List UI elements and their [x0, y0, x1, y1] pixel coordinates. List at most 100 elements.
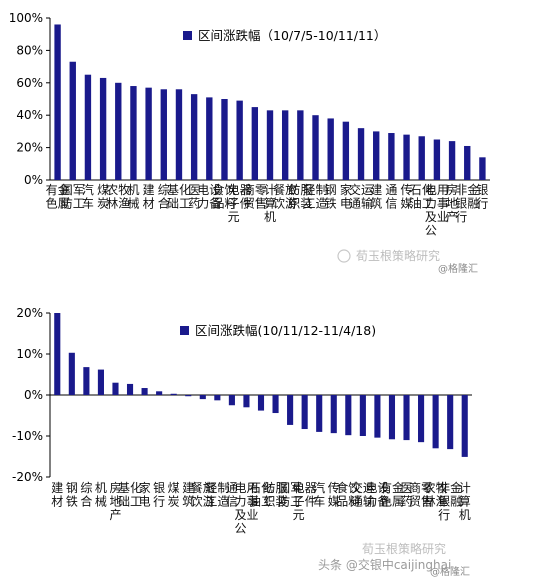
category-label-char: 饮	[273, 197, 285, 211]
category-label-char: 工	[261, 495, 273, 509]
watermark-top-brand: 荀玉根策略研究	[356, 248, 440, 263]
category-label-char: 石	[249, 481, 261, 495]
category-label-char: 商	[243, 182, 255, 197]
category-label-char: 事	[246, 495, 258, 509]
category-label-char: 运	[363, 481, 375, 495]
category-label-char: 交	[351, 480, 363, 495]
category-label-char: 元	[293, 508, 305, 522]
category-label-char: 工	[205, 495, 217, 509]
bar	[433, 139, 441, 180]
category-label-char: 材	[51, 495, 63, 509]
bar	[243, 395, 250, 408]
category-label-char: 有	[380, 481, 392, 495]
bar	[374, 395, 381, 438]
category-label: 医药	[188, 183, 200, 211]
category-label-char: 石	[410, 183, 422, 197]
category-label-char: 贸	[243, 197, 255, 211]
category-label: 计算机	[459, 481, 471, 522]
category-label-char: 家	[139, 480, 151, 495]
category-label-char: 件	[240, 197, 252, 211]
category-label-char: 械	[95, 494, 107, 509]
category-label-char: 合	[80, 494, 92, 509]
bar	[206, 97, 213, 180]
category-label-char: 钢	[325, 183, 337, 197]
category-label-char: 纺	[264, 481, 276, 495]
category-label-char: 工	[422, 197, 434, 211]
bar	[112, 382, 119, 395]
category-label-char: 媒	[401, 197, 413, 211]
category-label-char: 饮	[224, 183, 236, 197]
category-label: 房地产	[109, 480, 121, 522]
bar	[342, 121, 350, 180]
y-tick-label: 80%	[16, 43, 43, 57]
bar	[461, 395, 468, 457]
category-label-char: 车	[82, 196, 94, 211]
bar	[199, 395, 206, 400]
category-label-char: 轻	[205, 481, 217, 495]
legend-label: 区间涨跌幅（10/7/5-10/11/11）	[198, 28, 386, 43]
watermark-top: 荀玉根策略研究 @格隆汇	[337, 248, 478, 275]
category-label-char: 钢	[66, 481, 78, 495]
bar	[97, 369, 104, 395]
category-label-char: 综	[158, 183, 170, 197]
bar	[68, 352, 75, 395]
category-label-char: 建	[51, 481, 63, 495]
bar	[388, 133, 395, 180]
category-label-char: 农	[106, 183, 118, 197]
watermark-top-small: @格隆汇	[438, 262, 478, 275]
category-label-char: 煤	[168, 481, 180, 495]
category-label-char: 售	[421, 494, 433, 509]
category-label-char: 化	[422, 183, 434, 197]
category-label-char: 备	[209, 197, 221, 211]
category-label-char: 电	[365, 481, 377, 495]
watermark-bottom-footer: 头条 @交银中caijinghai	[318, 557, 451, 572]
bar	[69, 61, 76, 180]
bar	[115, 82, 122, 180]
category-label-char: 零	[255, 183, 267, 197]
category-label-char: 料	[348, 495, 360, 509]
category-label-char: 金	[450, 480, 462, 495]
category-label-char: 房	[446, 182, 458, 197]
bar	[432, 395, 439, 449]
bar	[185, 395, 192, 397]
category-label-char: 银	[153, 481, 165, 495]
category-label-char: 非	[455, 183, 467, 197]
bar	[99, 77, 107, 180]
category-label-char: 品	[336, 495, 348, 509]
bar	[228, 395, 235, 406]
category-label-char: 林	[106, 197, 118, 211]
bar	[345, 395, 352, 436]
category-label-char: 色	[380, 495, 392, 509]
category-label-char: 游	[203, 495, 215, 509]
category-label-char: 融	[467, 197, 479, 211]
bar	[479, 157, 486, 180]
legend: 区间涨跌幅（10/7/5-10/11/11）	[183, 28, 386, 43]
y-tick-label: 100%	[9, 11, 43, 25]
category-label-char: 及	[234, 508, 246, 522]
category-label-char: 家	[340, 182, 352, 197]
category-label-char: 电	[340, 197, 352, 211]
category-label-char: 输	[363, 494, 375, 509]
category-label-char: 煤	[97, 183, 109, 197]
category-label-char: 料	[224, 197, 236, 211]
category-label: 建材	[51, 481, 63, 509]
bar	[327, 118, 334, 180]
category-label-char: 属	[58, 197, 70, 211]
category-label-char: 传	[328, 480, 340, 495]
category-label-char: 制	[316, 183, 328, 197]
legend-swatch	[183, 31, 192, 40]
category-label-char: 机	[95, 481, 107, 495]
category-label-char: 设	[209, 183, 221, 197]
category-label-char: 建	[143, 183, 155, 197]
category-label: 钢铁	[325, 183, 337, 211]
category-label-char: 化	[130, 481, 142, 495]
category-label-char: 通	[351, 495, 363, 509]
legend-swatch	[180, 326, 189, 335]
category-label-char: 电	[234, 481, 246, 495]
category-label-char: 造	[316, 197, 328, 211]
category-label-char: 基	[167, 183, 179, 197]
bar	[301, 395, 308, 430]
